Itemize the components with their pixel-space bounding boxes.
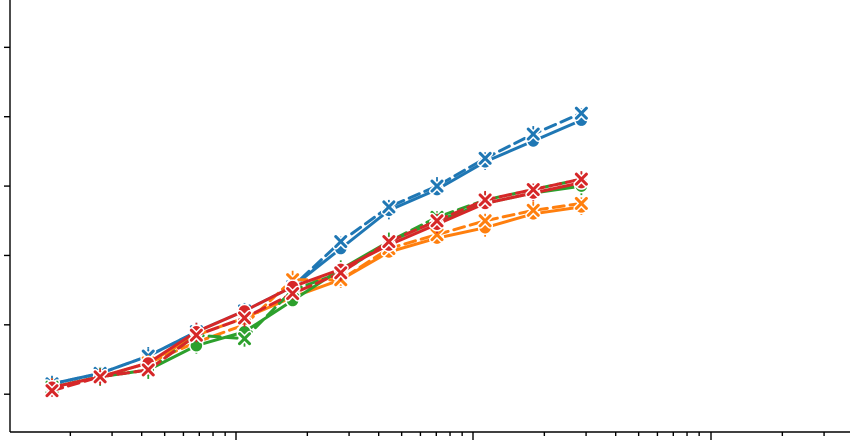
data-point [477, 191, 494, 208]
series-7 [44, 171, 590, 399]
data-point [429, 212, 445, 229]
marker-stroke [238, 311, 251, 325]
marker-stroke [478, 214, 492, 228]
data-point [332, 264, 349, 281]
marker-stroke [238, 332, 251, 346]
marker-stroke [430, 228, 444, 242]
marker-stroke [382, 235, 396, 249]
data-point [525, 126, 542, 143]
data-point [477, 150, 494, 167]
marker-stroke [574, 172, 588, 186]
series-line [50, 111, 583, 386]
series-line [50, 201, 583, 389]
marker-stroke [526, 127, 540, 141]
marker-stroke [141, 363, 155, 377]
data-point [573, 195, 590, 212]
marker-stroke [189, 328, 203, 342]
marker-stroke [45, 384, 59, 398]
data-point [188, 327, 205, 344]
series-layer [44, 105, 590, 399]
series-line [50, 205, 583, 389]
data-point [525, 181, 542, 198]
marker-stroke [382, 200, 396, 214]
marker-stroke [526, 203, 540, 217]
marker-stroke [574, 196, 588, 210]
data-point [92, 368, 109, 385]
series-line [50, 118, 583, 386]
data-point [380, 198, 397, 215]
marker-stroke [334, 266, 348, 280]
data-point [44, 382, 60, 399]
data-point [140, 361, 157, 378]
marker-stroke [574, 106, 588, 120]
series-0 [44, 112, 589, 392]
data-point [477, 212, 494, 229]
data-point [525, 202, 542, 219]
series-line [50, 181, 583, 389]
data-point [284, 285, 301, 302]
data-point [429, 178, 445, 195]
series-line [50, 177, 583, 393]
marker-stroke [478, 193, 492, 207]
data-point [380, 233, 397, 250]
series-1 [44, 105, 590, 392]
series-4 [44, 177, 589, 395]
data-point [573, 105, 590, 122]
data-point [236, 330, 253, 347]
axes [4, 0, 850, 440]
marker-stroke [430, 179, 444, 193]
marker-stroke [526, 183, 540, 197]
data-point [236, 309, 253, 326]
data-point [332, 233, 349, 250]
marker-stroke [430, 214, 444, 228]
marker-stroke [93, 370, 107, 384]
series-3 [44, 195, 590, 397]
data-point [429, 226, 445, 243]
data-point [573, 171, 590, 188]
marker-stroke [286, 287, 300, 301]
marker-stroke [334, 235, 348, 249]
marker-stroke [478, 151, 492, 165]
